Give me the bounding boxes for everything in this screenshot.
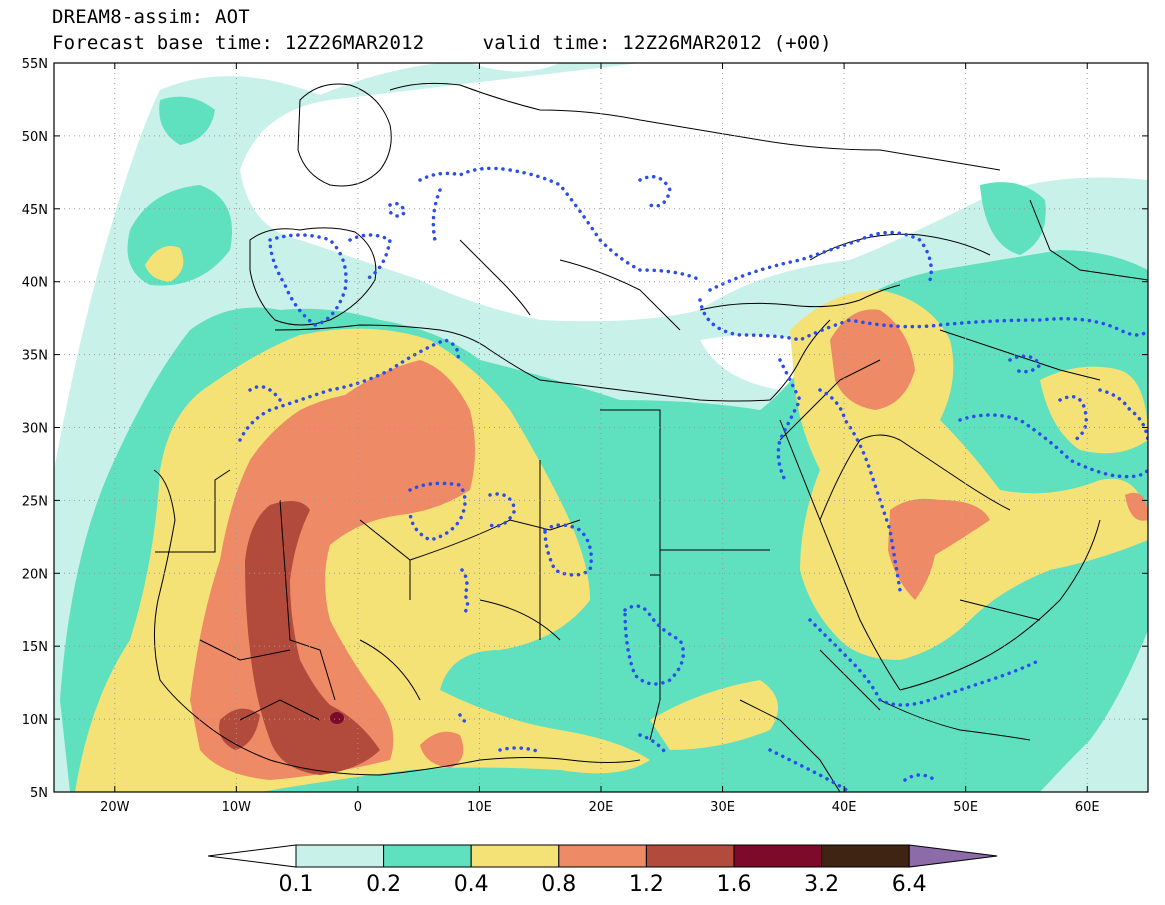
lat-tick-label: 35N: [22, 349, 48, 364]
aot-region-0.4-0.8-atlantic: [145, 246, 184, 282]
aot-region-0.8-1.2-arabia: [888, 498, 990, 600]
lon-tick-label: 10E: [467, 800, 492, 815]
coastlines: [153, 82, 1148, 792]
aot-region-1.6-3.2: [330, 712, 344, 724]
colorbar-label: 0.2: [366, 872, 401, 897]
lon-tick-label: 10W: [222, 800, 252, 815]
colorbar-segment: [645, 844, 735, 868]
lat-tick-label: 5N: [30, 786, 48, 801]
aot-region-0.4-0.8-sahel-east: [650, 680, 778, 750]
colorbar-high-arrow: [908, 844, 998, 868]
aot-region-0.2-0.4-caspian: [980, 182, 1046, 255]
colorbar-segment: [383, 844, 472, 868]
latitude-axis: 55N 50N 45N 40N 35N 30N 25N 20N 15N 10N 5N: [22, 57, 1148, 801]
aot-region-1.2-1.6-west: [245, 501, 380, 775]
lon-tick-label: 20E: [589, 800, 614, 815]
lat-tick-label: 45N: [22, 203, 48, 218]
lat-tick-label: 10N: [22, 713, 48, 728]
longitude-axis: 20W 10W 0 10E 20E 30E 40E 50E 60E: [100, 63, 1100, 815]
lat-tick-label: 20N: [22, 567, 48, 582]
lon-tick-label: 20W: [100, 800, 130, 815]
lat-tick-label: 25N: [22, 494, 48, 509]
map-title: DREAM8-assim: AOT: [52, 6, 250, 28]
lon-tick-label: 30E: [710, 800, 735, 815]
colorbar-segment: [733, 844, 823, 868]
lat-tick-label: 40N: [22, 276, 48, 291]
lon-tick-label: 60E: [1075, 800, 1100, 815]
colorbar-segment: [295, 844, 385, 868]
dotted-contours: [238, 166, 1148, 792]
aot-region-0.2-0.4-northwest: [159, 96, 215, 145]
lat-tick-label: 55N: [22, 57, 48, 72]
colorbar-label: 1.6: [717, 872, 752, 897]
colorbar-label: 0.4: [454, 872, 489, 897]
colorbar-low-arrow: [207, 844, 297, 868]
forecast-time-line: Forecast base time: 12Z26MAR2012 valid t…: [52, 32, 832, 54]
aot-fill-layers: [54, 63, 1148, 792]
aot-region-0.1-0.2-hole-east-med: [700, 335, 803, 390]
lat-tick-label: 15N: [22, 640, 48, 655]
lon-tick-label: 40E: [832, 800, 857, 815]
lon-tick-label: 0: [354, 800, 362, 815]
aot-region-0.4-0.8-gulf: [1040, 366, 1148, 454]
aot-region-0.8-1.2-guinea: [420, 731, 464, 768]
colorbar-label: 3.2: [804, 872, 839, 897]
colorbar-label: 0.8: [541, 872, 576, 897]
aot-region-0.8-1.2-iraq: [830, 309, 915, 410]
colorbar-segment: [821, 844, 910, 868]
lat-tick-label: 30N: [22, 422, 48, 437]
colorbar-label: 6.4: [892, 872, 927, 897]
lat-tick-label: 50N: [22, 130, 48, 145]
colorbar-segment: [558, 844, 647, 868]
lon-tick-label: 50E: [953, 800, 978, 815]
colorbar-segment: [470, 844, 560, 868]
colorbar: 0.1 0.2 0.4 0.8 1.2 1.6 3.2 6.4: [207, 844, 998, 897]
aot-region-0.8-1.2-oman: [1125, 492, 1148, 521]
aot-region-0.1-0.2-hole-europe: [240, 63, 1148, 322]
colorbar-label: 0.1: [279, 872, 314, 897]
colorbar-label: 1.2: [629, 872, 664, 897]
